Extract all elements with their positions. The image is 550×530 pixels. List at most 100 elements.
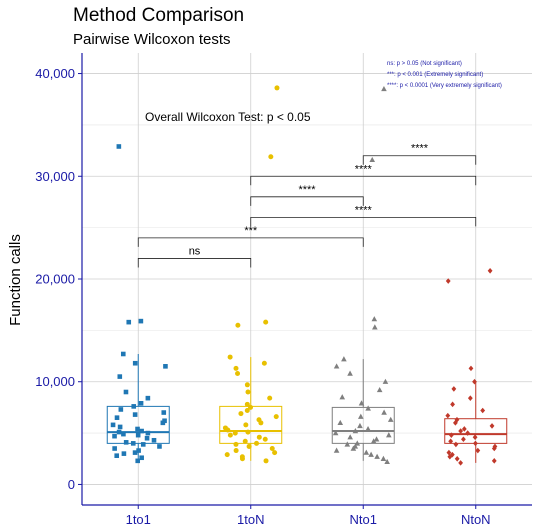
data-point xyxy=(116,429,122,435)
data-point xyxy=(248,404,254,410)
data-point xyxy=(475,447,481,454)
points-1toN xyxy=(222,85,280,464)
box-iqr xyxy=(106,405,170,444)
data-point xyxy=(448,438,454,445)
box-plots xyxy=(106,353,508,463)
data-point xyxy=(262,436,268,442)
data-point xyxy=(114,415,120,420)
significance-label: **** xyxy=(298,184,316,196)
data-point xyxy=(491,458,497,464)
data-point xyxy=(387,416,394,422)
data-point xyxy=(454,416,460,423)
data-point xyxy=(235,322,241,328)
data-point xyxy=(371,316,378,322)
data-point xyxy=(151,437,157,443)
significance-legend-entry: ****: p < 0.0001 (Very extremely signifi… xyxy=(387,83,502,89)
data-point xyxy=(144,435,150,441)
significance-label: **** xyxy=(355,163,373,175)
data-point xyxy=(157,444,162,449)
data-point xyxy=(233,441,239,447)
data-point xyxy=(254,440,260,446)
data-point xyxy=(453,420,458,426)
data-point xyxy=(458,428,464,434)
data-point xyxy=(381,409,387,415)
data-point xyxy=(273,414,279,420)
data-point xyxy=(116,144,122,149)
data-point xyxy=(135,426,140,432)
data-point xyxy=(376,386,383,393)
y-tick-label: 40,000 xyxy=(35,66,75,81)
significance-legend: ns: p > 0.05 (Not significant) ***: p < 0… xyxy=(387,61,502,89)
data-point xyxy=(445,278,451,284)
bracket-line xyxy=(137,258,252,268)
significance-label: *** xyxy=(244,225,258,237)
data-point xyxy=(461,436,466,443)
data-point xyxy=(145,395,151,401)
data-point xyxy=(243,422,249,428)
bracket-line xyxy=(137,237,364,247)
data-point xyxy=(468,365,474,372)
data-point xyxy=(454,455,460,462)
data-point xyxy=(384,458,390,465)
comparison-1to1-1toN: ns xyxy=(137,245,252,268)
data-point xyxy=(224,452,230,458)
data-point xyxy=(233,365,239,371)
points-NtoN xyxy=(445,267,498,466)
data-point xyxy=(347,370,353,376)
data-point xyxy=(374,453,380,459)
data-point xyxy=(487,267,493,274)
data-point xyxy=(341,356,347,362)
bracket-line xyxy=(250,175,477,186)
data-point xyxy=(453,441,459,448)
y-axis-label: Function calls xyxy=(7,234,24,326)
data-point xyxy=(467,395,473,401)
data-point xyxy=(369,156,376,163)
data-point xyxy=(227,354,233,360)
data-point xyxy=(131,404,137,409)
data-point xyxy=(130,441,136,446)
data-point xyxy=(145,430,151,436)
data-point xyxy=(161,410,167,415)
bracket-line xyxy=(250,216,477,227)
comparison-1toN-Nto1: **** xyxy=(250,184,364,206)
data-point xyxy=(110,422,116,428)
data-point xyxy=(162,418,167,424)
box-iqr xyxy=(331,406,395,444)
comparison-brackets: ns******************* xyxy=(137,143,477,268)
data-point xyxy=(354,440,361,446)
data-point xyxy=(244,401,250,407)
data-point xyxy=(451,386,457,392)
data-point xyxy=(344,441,351,447)
data-point xyxy=(450,401,455,408)
data-point xyxy=(489,423,495,429)
significance-label: **** xyxy=(355,204,373,216)
data-point xyxy=(227,432,233,438)
chart-subtitle: Pairwise Wilcoxon tests xyxy=(73,31,231,48)
data-point xyxy=(358,413,364,419)
data-point xyxy=(140,442,146,447)
data-point xyxy=(139,428,144,434)
data-point xyxy=(263,319,269,325)
y-tick-label: 30,000 xyxy=(35,169,75,184)
data-point xyxy=(445,412,451,419)
axes: 0 10,000 20,000 30,000 40,000 1to1 1toN Nto1 Nto… xyxy=(35,53,532,527)
data-point xyxy=(352,428,359,434)
data-point xyxy=(461,426,467,432)
data-point xyxy=(333,447,340,453)
data-point xyxy=(448,432,454,438)
data-point xyxy=(268,154,274,160)
data-point xyxy=(333,363,340,369)
data-point xyxy=(370,438,377,444)
data-point xyxy=(358,400,365,406)
x-tick-label: 1to1 xyxy=(126,512,151,527)
data-point xyxy=(261,360,267,366)
data-point xyxy=(446,449,452,456)
overall-test-label: Overall Wilcoxon Test: p < 0.05 xyxy=(145,110,311,124)
data-point xyxy=(139,455,144,461)
chart-title: Method Comparison xyxy=(73,5,244,26)
data-point xyxy=(339,394,346,400)
data-point xyxy=(458,460,464,466)
data-point xyxy=(473,440,478,447)
data-point xyxy=(235,371,241,377)
data-point xyxy=(373,436,380,442)
